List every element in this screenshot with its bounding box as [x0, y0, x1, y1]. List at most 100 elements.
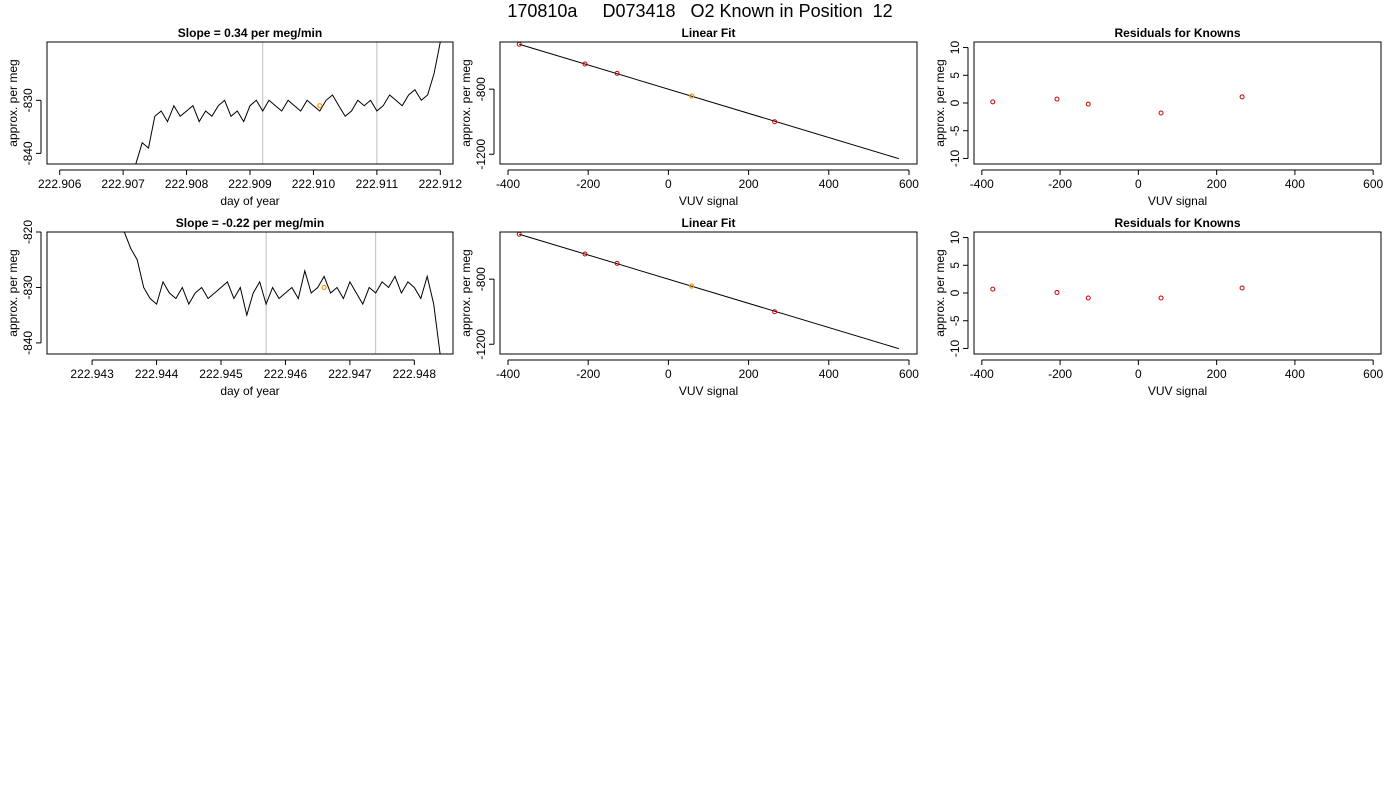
x-tick-label: 200 — [1207, 177, 1227, 191]
chart-panel-5: Linear Fit -400 -200 0 200 400 600 VUV signal -1… — [459, 216, 919, 398]
x-tick-label: 222.943 — [70, 367, 114, 381]
x-tick-label: 222.912 — [419, 177, 463, 191]
fit-line — [519, 233, 900, 350]
plot-area — [516, 232, 900, 350]
data-point — [990, 286, 996, 292]
y-tick-label: -830 — [21, 275, 35, 299]
x-axis-label: VUV signal — [1148, 194, 1207, 208]
data-point — [990, 99, 996, 105]
y-tick-label: -840 — [21, 141, 35, 165]
data-point — [1158, 110, 1164, 116]
y-tick-label: -10 — [948, 339, 962, 357]
x-tick-label: 222.946 — [264, 367, 308, 381]
plot-frame — [973, 231, 1382, 355]
x-tick-label: -400 — [496, 367, 520, 381]
x-tick-label: 600 — [899, 177, 919, 191]
x-tick-label: 222.907 — [101, 177, 145, 191]
x-tick-label: 200 — [739, 177, 759, 191]
x-tick-label: -400 — [970, 177, 994, 191]
y-tick-label: -1200 — [474, 329, 488, 360]
y-axis-label: approx. per meg — [6, 59, 20, 146]
data-point — [582, 251, 588, 257]
x-axis-label: VUV signal — [679, 194, 738, 208]
data-point — [1085, 101, 1091, 107]
y-axis-label: approx. per meg — [459, 59, 473, 146]
y-tick-label: -1200 — [474, 139, 488, 170]
plot-frame — [499, 231, 918, 355]
y-tick-label: 5 — [948, 262, 962, 269]
y-axis-label: approx. per meg — [933, 249, 947, 336]
x-tick-label: -200 — [576, 367, 600, 381]
x-tick-label: 600 — [1363, 367, 1383, 381]
y-axis-label: approx. per meg — [6, 249, 20, 336]
x-tick-label: 400 — [1285, 177, 1305, 191]
x-axis-label: VUV signal — [1148, 384, 1207, 398]
y-tick-label: -820 — [21, 220, 35, 244]
y-tick-label: -5 — [948, 125, 962, 136]
data-point — [772, 119, 778, 125]
y-axis-label: approx. per meg — [459, 249, 473, 336]
x-axis-label: day of year — [220, 194, 279, 208]
x-axis-label: day of year — [220, 384, 279, 398]
plot-area — [990, 285, 1245, 301]
data-point — [1054, 96, 1060, 102]
y-axis-label: approx. per meg — [933, 59, 947, 146]
x-tick-label: 200 — [1207, 367, 1227, 381]
y-tick-label: 0 — [948, 289, 962, 296]
highlight-point — [689, 93, 695, 99]
x-tick-label: -200 — [1048, 177, 1072, 191]
x-tick-label: 222.945 — [199, 367, 243, 381]
chart-title: Residuals for Knowns — [1114, 26, 1240, 40]
data-point — [614, 70, 620, 76]
x-tick-label: 600 — [899, 367, 919, 381]
y-tick-label: -10 — [948, 149, 962, 167]
page-title: 170810a D073418 O2 Known in Position 12 — [507, 1, 893, 21]
x-tick-label: 0 — [665, 367, 672, 381]
chart-panel-4: Slope = -0.22 per meg/min 222.943 222.944 2… — [6, 216, 454, 398]
y-tick-label: 10 — [948, 231, 962, 245]
x-tick-label: 0 — [1135, 367, 1142, 381]
plot-area — [990, 94, 1245, 116]
x-tick-label: 400 — [1285, 367, 1305, 381]
chart-title: Slope = 0.34 per meg/min — [178, 26, 322, 40]
data-point — [1239, 94, 1245, 100]
x-axis-label: VUV signal — [679, 384, 738, 398]
chart-panel-2: Linear Fit -400 -200 0 200 400 600 VUV signal -1… — [459, 26, 919, 208]
x-tick-label: 222.906 — [38, 177, 82, 191]
x-tick-label: 222.944 — [135, 367, 179, 381]
plot-area — [516, 42, 900, 160]
highlight-point — [317, 103, 323, 109]
x-tick-label: 600 — [1363, 177, 1383, 191]
series-line — [135, 42, 441, 164]
data-point — [1158, 295, 1164, 301]
chart-panel-1: Slope = 0.34 per meg/min 222.906 222.907 22… — [6, 26, 462, 208]
data-point — [1085, 295, 1091, 301]
y-tick-label: 10 — [948, 41, 962, 55]
x-tick-label: 222.948 — [393, 367, 437, 381]
chart-title: Linear Fit — [681, 26, 735, 40]
plot-frame — [973, 41, 1382, 165]
x-tick-label: 222.909 — [228, 177, 272, 191]
y-tick-label: -830 — [21, 88, 35, 112]
chart-panel-6: Residuals for Knowns -400 -200 0 200 400 600 VU… — [933, 216, 1384, 398]
x-tick-label: 400 — [819, 177, 839, 191]
x-tick-label: -200 — [1048, 367, 1072, 381]
x-tick-label: -400 — [970, 367, 994, 381]
plot-area — [123, 232, 441, 354]
data-point — [1239, 285, 1245, 291]
x-tick-label: 222.911 — [356, 177, 399, 191]
plot-frame — [46, 231, 454, 355]
x-tick-label: 0 — [1135, 177, 1142, 191]
highlight-point — [321, 284, 327, 291]
y-tick-label: -800 — [474, 77, 488, 101]
y-tick-label: -800 — [474, 267, 488, 291]
x-tick-label: 400 — [819, 367, 839, 381]
y-tick-label: -840 — [21, 331, 35, 355]
plot-frame — [499, 41, 918, 165]
chart-title: Slope = -0.22 per meg/min — [176, 216, 324, 230]
x-tick-label: -400 — [496, 177, 520, 191]
chart-panel-3: Residuals for Knowns -400 -200 0 200 400 600 VU… — [933, 26, 1384, 208]
fit-line — [519, 43, 900, 160]
chart-title: Linear Fit — [681, 216, 735, 230]
